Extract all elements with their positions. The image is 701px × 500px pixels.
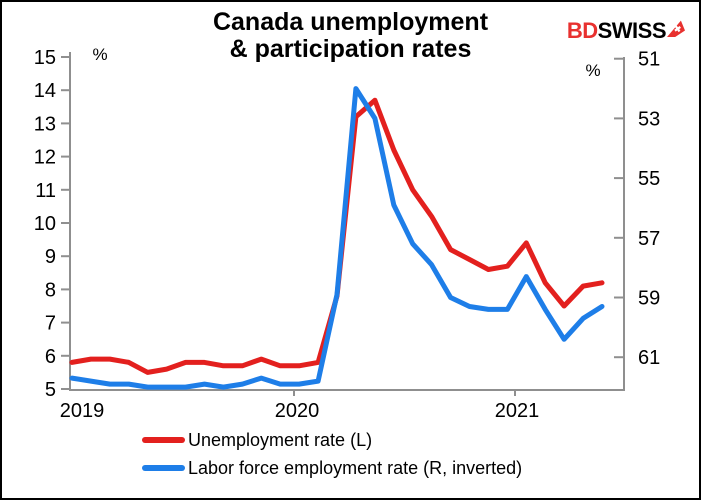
left-axis-tick-label: 7 (45, 313, 56, 335)
left-axis-tick-label: 13 (34, 113, 56, 135)
left-axis-tick-label: 6 (45, 346, 56, 368)
legend: Unemployment rate (L) Labor force employ… (142, 429, 523, 487)
employment-line-swatch (142, 465, 185, 471)
left-axis-tick-label: 9 (45, 246, 56, 268)
right-axis-tick-label: 53 (638, 108, 660, 130)
legend-item-employment: Labor force employment rate (R, inverted… (142, 457, 523, 478)
left-axis-tick-label: 10 (34, 213, 56, 235)
left-axis-tick-label: 15 (34, 47, 56, 69)
logo-text-bd: BD (566, 18, 598, 43)
left-axis-tick-label: 11 (35, 180, 56, 202)
right-axis-tick-label: 55 (638, 168, 660, 190)
chart-title: Canada unemployment & participation rate… (92, 9, 609, 63)
unemployment-rate-line (69, 97, 605, 375)
chart-title-line2: & participation rates (229, 35, 472, 63)
logo-flag-icon (667, 20, 685, 37)
right-axis-tick-label: 61 (638, 347, 660, 369)
logo-text-swiss: SWISS (597, 18, 667, 43)
right-axis-tick-label: 57 (638, 228, 660, 250)
x-axis-year-label: 2020 (275, 400, 320, 422)
right-axis-tick-label: 51 (638, 49, 660, 71)
employment-rate-line (69, 86, 605, 390)
unemployment-line-swatch (142, 437, 185, 443)
right-axis-unit: % (585, 61, 600, 80)
left-axis-tick-label: 8 (45, 279, 56, 301)
bdswiss-logo: BD SWISS (567, 20, 685, 42)
legend-label: Unemployment rate (L) (188, 429, 373, 450)
x-axis-year-label: 2019 (60, 400, 105, 422)
left-axis-tick-label: 12 (34, 147, 56, 169)
left-axis-unit: % (92, 45, 107, 64)
left-axis-tick-label: 5 (45, 379, 56, 401)
right-axis-tick-label: 59 (638, 288, 660, 310)
chart-title-line1: Canada unemployment (212, 8, 489, 36)
legend-item-unemployment: Unemployment rate (L) (142, 429, 522, 450)
x-axis-year-label: 2021 (495, 400, 540, 422)
legend-label: Labor force employment rate (R, inverted… (188, 457, 523, 478)
left-axis-tick-label: 14 (34, 80, 56, 102)
